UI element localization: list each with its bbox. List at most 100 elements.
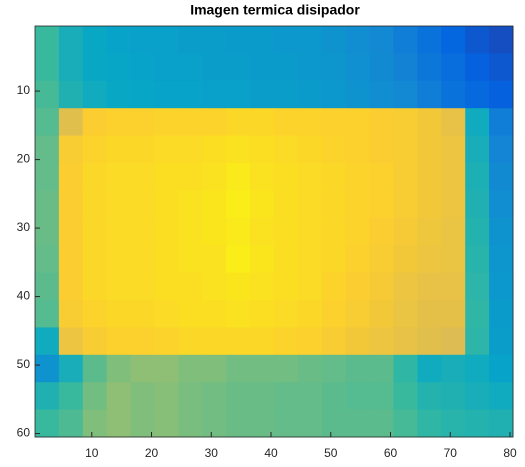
heatmap-cell bbox=[321, 300, 347, 328]
heatmap-cell bbox=[226, 135, 251, 164]
heatmap-cell bbox=[250, 354, 275, 383]
heatmap-cell bbox=[130, 409, 155, 438]
heatmap-cell bbox=[82, 382, 108, 411]
heatmap-cell bbox=[226, 300, 251, 328]
heatmap-cell bbox=[178, 245, 203, 274]
heatmap-cell bbox=[154, 26, 179, 54]
heatmap-cell bbox=[226, 108, 251, 137]
heatmap-cell bbox=[274, 217, 299, 246]
heatmap-cell bbox=[321, 108, 347, 137]
heatmap-cell bbox=[489, 382, 514, 411]
heatmap-cell bbox=[226, 217, 251, 246]
x-tick-label: 70 bbox=[444, 446, 458, 460]
heatmap-cell bbox=[58, 245, 84, 274]
heatmap-cell bbox=[297, 272, 323, 301]
heatmap-cell bbox=[297, 217, 323, 246]
heatmap-cell bbox=[274, 300, 299, 328]
heatmap-cell bbox=[154, 108, 179, 137]
heatmap-cell bbox=[178, 409, 203, 438]
heatmap-cell bbox=[321, 135, 347, 164]
heatmap-cell bbox=[321, 327, 347, 356]
heatmap-cell bbox=[35, 327, 60, 356]
heatmap-cell bbox=[417, 300, 442, 328]
heatmap-cell bbox=[369, 354, 394, 383]
heatmap-cell bbox=[58, 382, 84, 411]
heatmap-cell bbox=[250, 382, 275, 411]
heatmap-cell bbox=[106, 354, 132, 383]
heatmap-cell bbox=[297, 245, 323, 274]
heatmap-cell bbox=[58, 217, 84, 246]
heatmap-cell bbox=[82, 108, 108, 137]
heatmap-cell bbox=[58, 354, 84, 383]
heatmap-cell bbox=[321, 354, 347, 383]
heatmap-cell bbox=[297, 382, 323, 411]
heatmap-cell bbox=[489, 245, 514, 274]
heatmap-cell bbox=[226, 327, 251, 356]
heatmap-cell bbox=[58, 409, 84, 438]
heatmap-cell bbox=[465, 135, 490, 164]
heatmap-cell bbox=[489, 135, 514, 164]
heatmap-cell bbox=[130, 354, 155, 383]
heatmap-cell bbox=[369, 300, 394, 328]
heatmap-cell bbox=[393, 217, 418, 246]
heatmap-cell bbox=[58, 80, 84, 109]
plot-frame bbox=[34, 25, 514, 438]
heatmap-cell bbox=[58, 163, 84, 191]
heatmap-cell bbox=[82, 327, 108, 356]
heatmap-cell bbox=[178, 272, 203, 301]
heatmap-cell bbox=[130, 327, 155, 356]
heatmap-cell bbox=[250, 409, 275, 438]
heatmap-cell bbox=[393, 245, 418, 274]
heatmap-cell bbox=[82, 80, 108, 109]
heatmap-cell bbox=[106, 108, 132, 137]
heatmap-cell bbox=[345, 163, 371, 191]
heatmap-cell bbox=[417, 272, 442, 301]
heatmap-cell bbox=[106, 272, 132, 301]
heatmap-cell bbox=[202, 135, 227, 164]
heatmap-cell bbox=[369, 382, 394, 411]
heatmap-cell bbox=[130, 382, 155, 411]
heatmap-cell bbox=[130, 300, 155, 328]
heatmap-cell bbox=[82, 135, 108, 164]
heatmap-cell bbox=[489, 409, 514, 438]
heatmap-cell bbox=[178, 163, 203, 191]
heatmap-cell bbox=[441, 217, 466, 246]
heatmap-cell bbox=[441, 327, 466, 356]
heatmap-cell bbox=[369, 108, 394, 137]
heatmap-cell bbox=[465, 80, 490, 109]
heatmap-cell bbox=[393, 382, 418, 411]
heatmap-cell bbox=[154, 272, 179, 301]
heatmap-cell bbox=[202, 245, 227, 274]
heatmap-cell bbox=[465, 26, 490, 54]
heatmap-cell bbox=[417, 26, 442, 54]
heatmap-cell bbox=[369, 409, 394, 438]
heatmap-cell bbox=[82, 245, 108, 274]
heatmap-cell bbox=[369, 190, 394, 219]
heatmap-cell bbox=[321, 272, 347, 301]
heatmap-cell bbox=[465, 327, 490, 356]
heatmap-cell bbox=[178, 26, 203, 54]
heatmap-cell bbox=[417, 409, 442, 438]
heatmap-cell bbox=[58, 190, 84, 219]
heatmap-cell bbox=[489, 53, 514, 82]
heatmap-cell bbox=[321, 245, 347, 274]
x-tick-label: 50 bbox=[324, 446, 338, 460]
heatmap-cell bbox=[393, 190, 418, 219]
y-tick-label: 40 bbox=[17, 289, 31, 303]
heatmap-cell bbox=[35, 300, 60, 328]
heatmap-cell bbox=[393, 300, 418, 328]
heatmap-cell bbox=[345, 327, 371, 356]
heatmap-cell bbox=[58, 26, 84, 54]
heatmap-cell bbox=[345, 300, 371, 328]
heatmap-cell bbox=[441, 382, 466, 411]
heatmap-cell bbox=[106, 327, 132, 356]
heatmap-cell bbox=[154, 409, 179, 438]
heatmap-cell bbox=[250, 80, 275, 109]
heatmap-cell bbox=[393, 327, 418, 356]
heatmap-cell bbox=[441, 163, 466, 191]
heatmap-cell bbox=[345, 245, 371, 274]
heatmap-cell bbox=[154, 382, 179, 411]
heatmap-cell bbox=[345, 26, 371, 54]
heatmap-cell bbox=[321, 26, 347, 54]
heatmap-cell bbox=[106, 163, 132, 191]
